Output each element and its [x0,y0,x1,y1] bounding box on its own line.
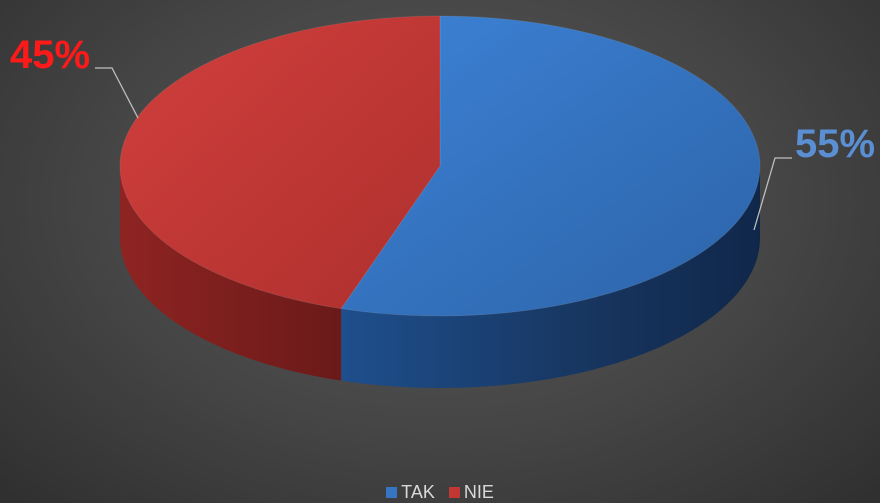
pie-side-tak [341,166,760,388]
pie-slice-tak [340,15,761,317]
leader-line-nie [95,67,139,119]
legend-swatch-nie [448,487,460,498]
data-label-nie: 45% [10,33,90,77]
data-label-tak: 55% [795,122,875,166]
legend-item-nie: NIE [448,482,494,503]
legend-label-tak: TAK [401,482,435,502]
legend: TAK NIE [0,482,880,503]
pie-side-walls [120,166,760,388]
legend-swatch-tak [386,487,398,498]
pie-slice-nie [119,15,441,310]
legend-label-nie: NIE [463,482,494,502]
pie-side-nie [120,166,342,381]
pie-slices [119,15,761,317]
leader-lines [95,67,792,231]
leader-line-tak [753,157,792,231]
legend-item-tak: TAK [386,482,435,503]
